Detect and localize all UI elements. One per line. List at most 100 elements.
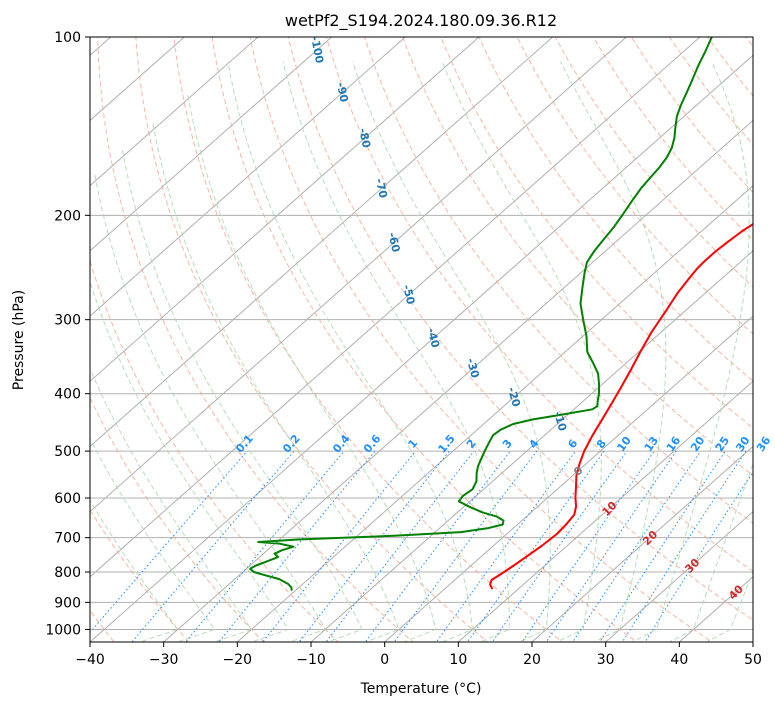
moist-adiabat-line: [121, 149, 363, 642]
line-labels: 0.1 0.2 0.4 0.6 1 1.5 2 3 4 6 8 10 13 16 20 25 30 36-100-…: [233, 35, 773, 603]
dry-adiabat-line: [287, 37, 753, 621]
y-tick-label: 400: [54, 387, 81, 403]
y-tick-label: 700: [54, 531, 81, 547]
mixing-ratio-line: [621, 450, 747, 642]
y-tick-label: 100: [54, 30, 81, 46]
isotherm-line: [90, 37, 407, 317]
dry-adiabat-line: [592, 37, 753, 241]
dry-adiabat-line: [440, 37, 753, 429]
dry-adiabat-line: [173, 37, 564, 642]
y-tick-label: 900: [54, 595, 81, 611]
dry-adiabat-line: [554, 37, 753, 288]
dry-adiabat-line: [402, 37, 753, 477]
isotherm-line: [162, 119, 753, 642]
isotherm-line: [90, 37, 480, 382]
mixing-ratio-line: [545, 450, 677, 642]
isotherm-line: [90, 37, 554, 448]
dry-adiabat-label: -30: [464, 357, 482, 380]
mixing-ratio-line: [298, 450, 450, 642]
dry-adiabat-line: [325, 37, 753, 572]
moist-adiabat-line: [90, 437, 216, 642]
y-tick-label: 1000: [45, 622, 81, 638]
x-tick-label: −40: [75, 652, 105, 668]
x-axis-title: Temperature (°C): [360, 681, 482, 697]
isotherm-line: [383, 315, 753, 642]
dewpoint-profile-line: [249, 37, 713, 591]
moist-adiabat-line: [630, 61, 750, 642]
mixing-ratio-line: [90, 450, 248, 634]
mixing-ratio-label: 6: [565, 437, 580, 451]
x-tick-label: 30: [597, 652, 615, 668]
chart-title: wetPf2_S194.2024.180.09.36.R12: [285, 11, 557, 31]
dry-adiabat-line: [249, 37, 713, 642]
moist-adiabat-line: [282, 61, 510, 642]
dry-adiabat-label: -100: [308, 35, 326, 65]
dry-adiabat-label: -70: [373, 177, 390, 200]
mixing-ratio-line: [131, 450, 295, 642]
mixing-ratio-line: [364, 450, 511, 642]
mixing-ratio-line: [325, 450, 475, 642]
mixing-ratio-line: [466, 450, 605, 642]
moist-adiabat-line: [559, 61, 667, 642]
dry-adiabat-label: -50: [400, 283, 417, 306]
isotherm-line: [90, 37, 259, 187]
mixing-ratio-label: 0.6: [361, 432, 384, 456]
temperature-profile-line: [489, 222, 753, 590]
mixing-ratio-line: [644, 470, 753, 642]
isotherm-line: [90, 37, 701, 578]
mixing-ratio-line: [393, 450, 538, 642]
plot-frame: [89, 36, 754, 643]
y-tick-label: 200: [54, 208, 81, 224]
moist-adiabat-line: [90, 499, 179, 642]
dry-adiabat-line: [516, 37, 753, 335]
y-tick-label: 800: [54, 565, 81, 581]
isotherm-line: [90, 37, 333, 252]
isotherm-line: [457, 380, 753, 642]
dry-adiabat-line: [478, 37, 753, 382]
mixing-ratio-label: 36: [754, 434, 773, 454]
y-tick-label: 300: [54, 313, 81, 329]
mixing-ratio-line: [218, 450, 376, 642]
y-tick-label: 600: [54, 491, 81, 507]
x-tick-label: −10: [296, 652, 326, 668]
mixing-ratio-label: 3: [500, 437, 515, 451]
isotherm-line: [90, 54, 753, 642]
isotherm-line: [236, 184, 753, 642]
x-tick-label: −30: [149, 652, 179, 668]
dry-adiabat-line: [211, 37, 638, 642]
moist-adiabat-line: [94, 173, 326, 642]
mixing-ratio-label: 8: [594, 437, 609, 451]
dry-adiabat-label: -20: [505, 386, 523, 409]
moist-adiabat-line: [187, 94, 437, 642]
isotherm-line: [90, 37, 628, 513]
isotherm-line: [604, 510, 753, 642]
dry-adiabat-line: [90, 396, 265, 642]
mixing-ratio-label: 0.1: [233, 432, 256, 455]
y-tick-label: 500: [54, 444, 81, 460]
moist-adiabat-line: [441, 61, 602, 642]
mixing-ratio-line: [521, 450, 655, 642]
moist-adiabat-line: [90, 279, 290, 642]
x-tick-label: 40: [670, 652, 688, 668]
x-tick-label: 50: [744, 652, 762, 668]
mixing-ratio-line: [491, 450, 628, 642]
dry-adiabat-label: -80: [356, 127, 373, 149]
mixing-ratio-line: [435, 450, 577, 642]
mixing-ratio-label: 1.5: [435, 432, 457, 455]
dry-adiabat-line: [90, 508, 190, 642]
moist-adiabat-line: [352, 61, 551, 642]
isotherm-line: [752, 641, 753, 642]
data-series: [249, 37, 753, 591]
dry-adiabat-label: -10: [551, 410, 569, 433]
x-tick-label: 10: [449, 652, 467, 668]
moist-adiabat-line: [227, 61, 474, 642]
isotherm-line: [310, 250, 753, 642]
dry-adiabat-line: [745, 37, 753, 48]
dry-adiabat-line: [90, 258, 339, 642]
isotherm-line: [531, 445, 753, 642]
moist-adiabat-line: [90, 367, 253, 642]
isotherm-line: [90, 37, 186, 122]
moist-adiabat-line: [152, 123, 400, 642]
mixing-ratio-label: 2: [464, 437, 479, 451]
